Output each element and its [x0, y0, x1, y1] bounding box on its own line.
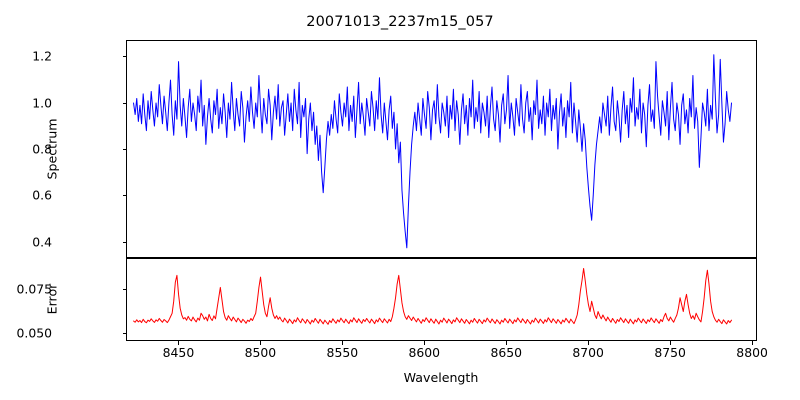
x-tick-label-4: 8650 — [490, 345, 523, 360]
x-tick-label-2: 8550 — [326, 345, 359, 360]
spectrum-line-series — [127, 41, 756, 257]
x-axis-label: Wavelength — [403, 370, 479, 385]
x-tick-label-0: 8450 — [162, 345, 195, 360]
spectrum-polyline — [134, 55, 732, 248]
x-tick-mark-4 — [506, 341, 508, 345]
x-tick-mark-2 — [342, 341, 344, 345]
figure-title: 20071013_2237m15_057 — [306, 14, 494, 30]
ytickmarks-error-1 — [122, 288, 126, 290]
error-y-axis-label: Error — [44, 283, 60, 315]
x-tick-label-6: 8750 — [654, 345, 686, 360]
x-tick-mark-5 — [588, 341, 590, 345]
spectrum-y-tick-labels: 0.4 0.6 0.8 1.0 1.2 — [0, 0, 52, 400]
x-tick-mark-3 — [424, 341, 426, 345]
x-tick-mark-7 — [752, 341, 754, 345]
yticks-error-1: 0.075 — [16, 281, 52, 297]
error-y-tick-labels: 0.050 0.075 — [0, 0, 52, 400]
error-polyline — [134, 268, 732, 324]
spectrum-plot-panel — [126, 40, 757, 258]
x-tick-label-1: 8500 — [244, 345, 277, 360]
x-tick-mark-1 — [260, 341, 262, 345]
yticks-spectrum-4: 1.2 — [32, 48, 52, 64]
yticks-spectrum-2: 0.8 — [32, 141, 52, 157]
error-line-series — [127, 259, 756, 340]
error-plot-panel — [126, 258, 757, 341]
ytickmarks-spectrum-2 — [122, 149, 126, 150]
ytickmarks-spectrum-1 — [122, 195, 126, 197]
x-tick-mark-0 — [178, 341, 180, 345]
yticks-spectrum-3: 1.0 — [32, 95, 52, 111]
ytickmarks-spectrum-4 — [122, 56, 126, 58]
x-tick-label-3: 8600 — [408, 345, 441, 360]
yticks-error-0: 0.050 — [16, 325, 52, 341]
x-tick-mark-6 — [670, 341, 672, 345]
x-tick-label-7: 8800 — [736, 345, 768, 360]
ytickmarks-spectrum-3 — [122, 102, 126, 104]
ytickmarks-error-0 — [122, 333, 126, 335]
ytickmarks-spectrum-0 — [122, 241, 126, 243]
x-tick-label-5: 8700 — [572, 345, 604, 360]
yticks-spectrum-1: 0.6 — [32, 187, 52, 203]
yticks-spectrum-0: 0.4 — [32, 234, 52, 250]
